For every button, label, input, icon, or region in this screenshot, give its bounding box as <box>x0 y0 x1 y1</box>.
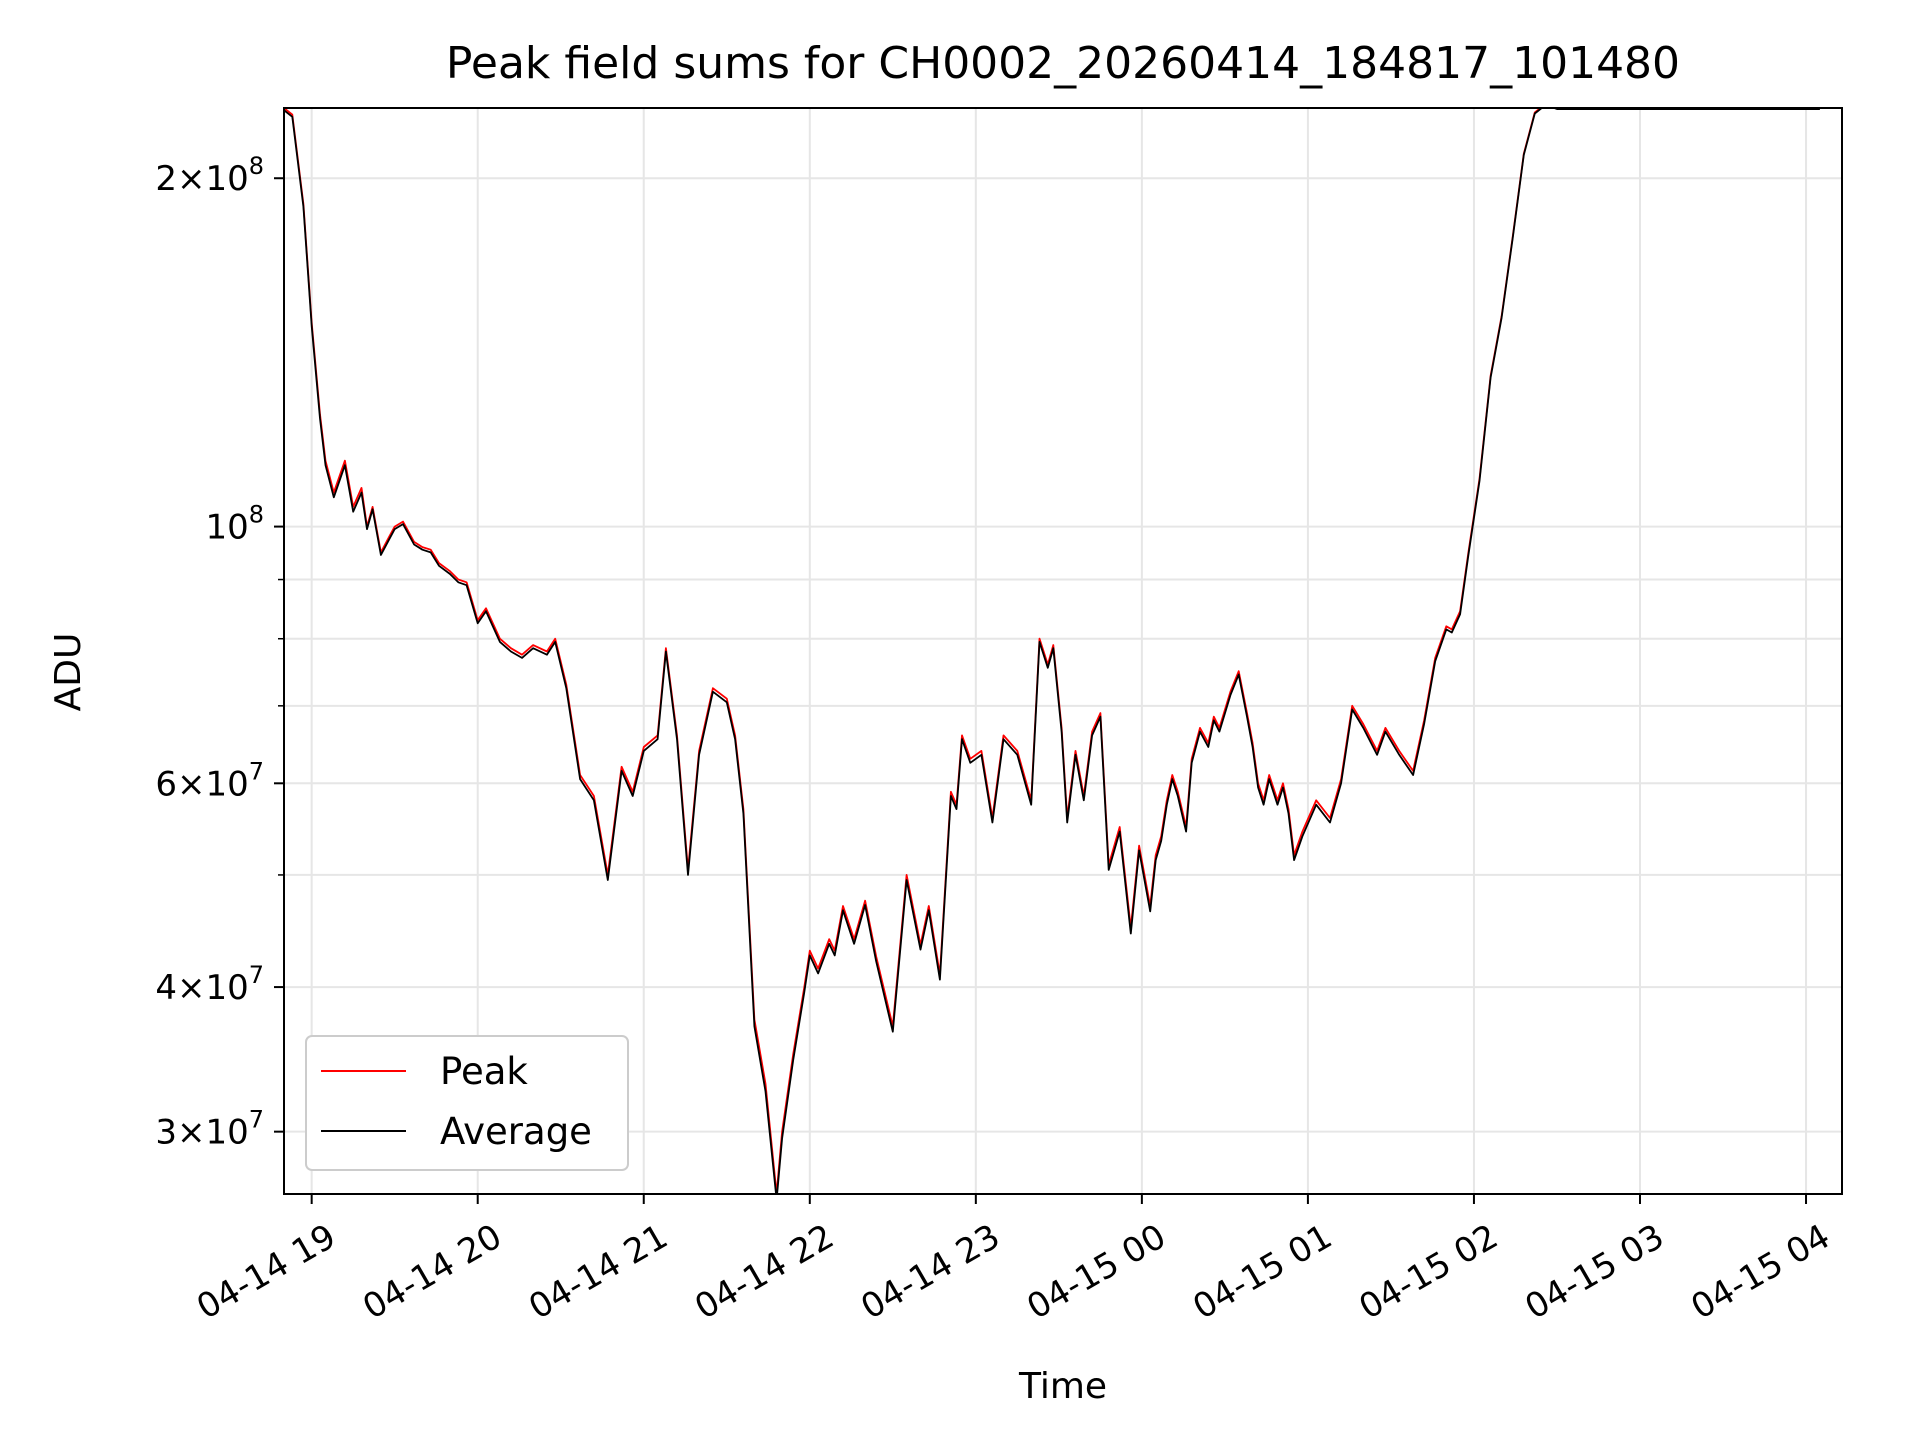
legend-peak-label: Peak <box>440 1050 528 1093</box>
chart-title: Peak field sums for CH0002_20260414_1848… <box>446 38 1680 89</box>
series-lines <box>284 108 1820 1194</box>
y-axis-label: ADU <box>48 633 89 712</box>
y-tick-label: 4×107 <box>155 961 264 1008</box>
y-tick-label: 2×108 <box>155 152 264 199</box>
legend-average-label: Average <box>440 1110 592 1153</box>
legend: Peak Average <box>305 1035 629 1171</box>
plot-area-frame <box>283 107 1843 1195</box>
legend-box <box>305 1035 629 1171</box>
y-tick-label: 3×107 <box>155 1106 264 1153</box>
y-tick-label: 108 <box>205 501 264 548</box>
series-line-average <box>284 108 1820 1194</box>
y-tick-label: 6×107 <box>155 757 264 804</box>
x-axis-label: Time <box>1018 1366 1107 1407</box>
